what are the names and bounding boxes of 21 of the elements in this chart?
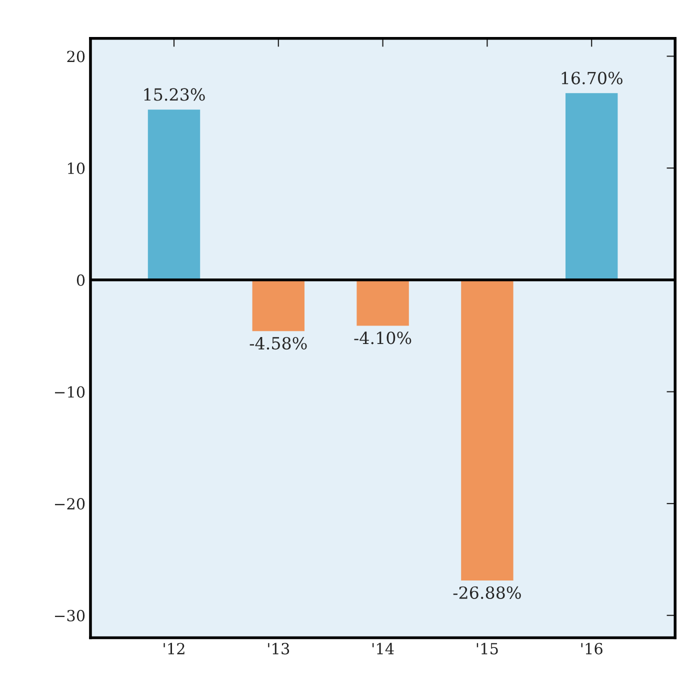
data-label: 16.70% — [562, 72, 622, 84]
bar — [461, 280, 514, 580]
y-tick-label: 20 — [67, 50, 85, 62]
y-tick-label: −20 — [54, 498, 85, 510]
data-label: 15.23% — [144, 88, 205, 101]
x-tick-label: '12 — [164, 642, 184, 654]
y-tick-label: 10 — [68, 162, 85, 174]
x-tick-label: '14 — [372, 642, 394, 654]
x-tick-label: '15 — [476, 642, 498, 654]
bar — [356, 280, 409, 326]
bar — [148, 110, 200, 280]
data-label: -4.58% — [250, 336, 307, 350]
y-tick-label: 0 — [76, 274, 85, 286]
data-label: -26.88% — [453, 586, 521, 599]
y-tick-label: −30 — [54, 610, 85, 622]
y-tick-label: −10 — [54, 386, 85, 398]
x-tick-label: '16 — [581, 642, 602, 654]
bar — [252, 280, 304, 332]
bar — [566, 93, 618, 280]
data-label: -4.10% — [354, 332, 412, 344]
x-tick-label: '13 — [268, 642, 290, 654]
